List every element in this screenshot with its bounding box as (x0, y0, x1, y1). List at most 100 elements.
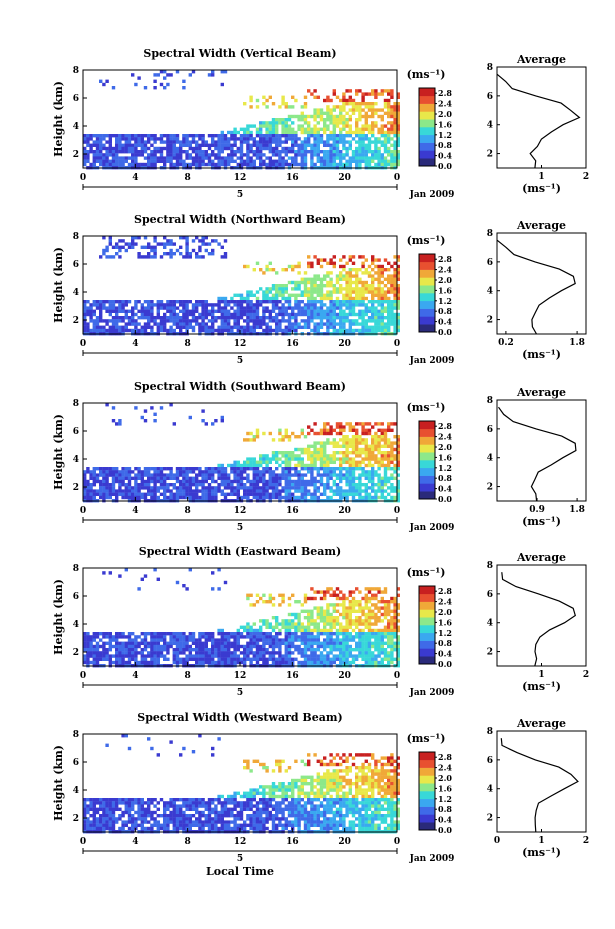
heat-cell (310, 290, 314, 294)
heat-cell (358, 463, 362, 468)
heat-cell (89, 306, 93, 310)
heat-cell (191, 328, 196, 333)
heat-cell (383, 483, 388, 487)
heat-cell (220, 150, 224, 154)
colorbar-tick-label: 0.4 (438, 151, 452, 161)
heat-cell (175, 641, 180, 645)
heat-cell (323, 309, 327, 313)
heat-cell (393, 300, 397, 304)
heat-cell (396, 444, 400, 448)
heat-cell (361, 319, 365, 323)
heat-cell (275, 638, 279, 642)
heat-cell (364, 303, 368, 307)
heat-cell (150, 638, 154, 642)
heat-cell (198, 146, 202, 151)
heat-cell (175, 479, 180, 484)
heat-cell (102, 641, 106, 645)
heat-cell (351, 495, 356, 500)
heat-cell (124, 325, 128, 329)
heat-cell (220, 632, 224, 636)
heat-cell (121, 476, 125, 480)
heat-cell (319, 303, 324, 307)
heat-cell (95, 476, 100, 480)
heat-cell (239, 312, 244, 317)
heat-cell (220, 316, 224, 320)
heat-cell (163, 489, 167, 493)
heat-cell (191, 654, 196, 658)
heat-cell (252, 460, 256, 464)
heat-cell (390, 447, 394, 452)
heat-cell (201, 239, 205, 243)
heat-cell (332, 118, 336, 122)
heat-cell (195, 322, 199, 326)
heat-cell (383, 463, 388, 468)
heat-cell (310, 300, 314, 304)
heat-cell (259, 137, 263, 141)
heat-cell (227, 641, 231, 645)
heat-cell (153, 86, 157, 90)
heat-cell (175, 153, 180, 157)
heat-cell (345, 328, 349, 333)
heat-cell (252, 470, 256, 474)
heat-cell (390, 486, 394, 490)
heat-cell (393, 495, 397, 500)
heat-cell (313, 108, 317, 112)
heat-cell (175, 316, 180, 320)
heat-cell (303, 290, 308, 294)
heat-cell (307, 483, 311, 487)
colorbar-swatch (419, 111, 435, 120)
heat-cell (118, 486, 122, 490)
heat-cell (255, 470, 260, 474)
heat-cell (297, 322, 301, 326)
heat-cell (374, 309, 378, 313)
heat-cell (159, 316, 164, 320)
heat-cell (396, 479, 400, 484)
heat-cell (127, 657, 132, 661)
heat-cell (390, 489, 394, 493)
heat-cell (396, 124, 400, 128)
heat-cell (303, 593, 308, 597)
heat-cell (207, 654, 212, 658)
avg-x-tick-label: 2 (583, 172, 589, 182)
heat-cell (294, 632, 298, 636)
heat-cell (281, 290, 285, 294)
heat-cell (214, 648, 218, 652)
heat-cell (236, 319, 240, 323)
x-tick-label: 16 (286, 173, 299, 183)
heat-cell (275, 635, 279, 639)
heat-cell (313, 657, 317, 661)
heat-cell (297, 457, 301, 461)
heat-cell (188, 632, 192, 636)
heat-cell (387, 140, 391, 144)
heat-cell (284, 476, 288, 480)
heat-cell (323, 447, 327, 452)
heat-cell (275, 159, 279, 163)
heat-cell (198, 470, 202, 474)
heat-cell (383, 454, 388, 458)
heat-cell (291, 130, 295, 135)
heat-cell (313, 654, 317, 658)
heat-cell (316, 431, 320, 436)
heat-cell (259, 127, 263, 131)
heat-cell (342, 105, 346, 109)
heat-cell (300, 153, 304, 157)
heat-cell (156, 651, 160, 655)
heat-cell (255, 146, 260, 151)
heat-cell (188, 657, 192, 661)
heat-cell (313, 590, 317, 594)
heat-cell (179, 657, 183, 661)
heat-cell (323, 648, 327, 652)
heat-cell (316, 121, 320, 125)
heat-cell (179, 316, 183, 320)
heat-cell (297, 150, 301, 154)
heat-cell (217, 328, 221, 333)
heat-cell (198, 312, 202, 317)
heat-cell (102, 134, 106, 138)
heat-cell (367, 290, 372, 294)
heat-cell (364, 476, 368, 480)
heat-cell (246, 479, 250, 484)
heat-cell (377, 280, 381, 285)
heat-cell (303, 654, 308, 658)
heat-cell (188, 309, 192, 313)
heat-cell (284, 124, 288, 128)
